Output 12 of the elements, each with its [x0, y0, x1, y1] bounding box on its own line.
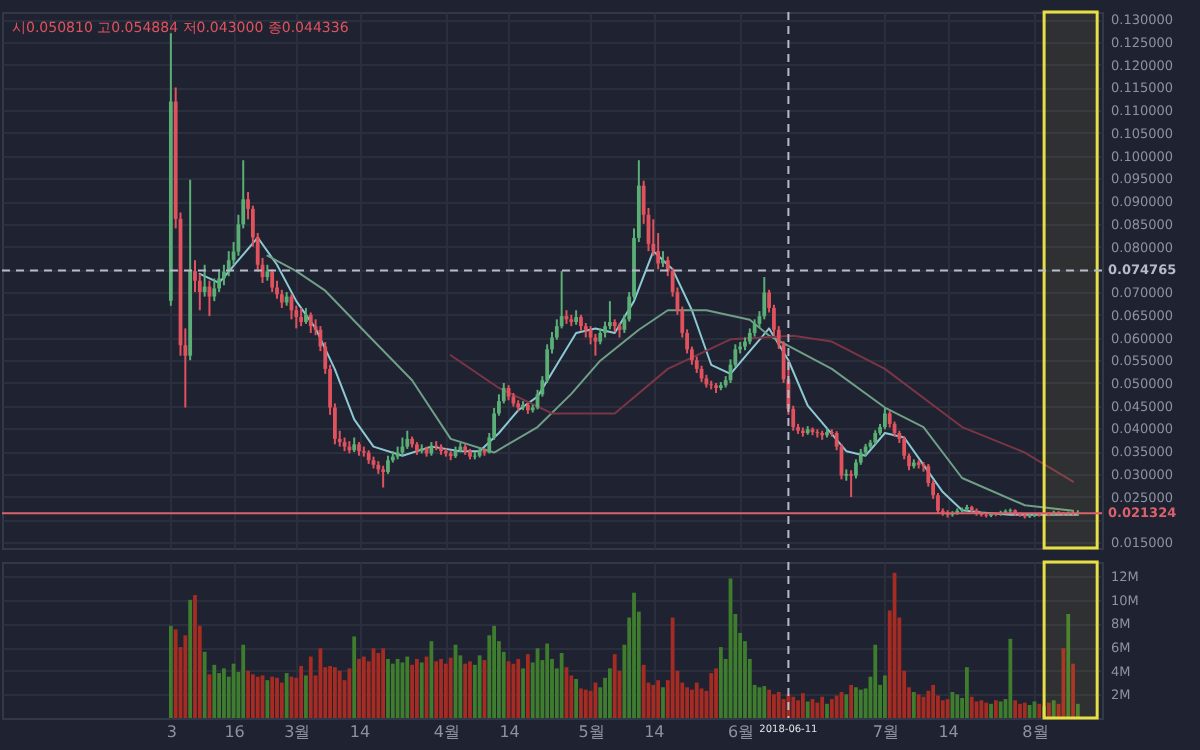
x-tick-label: 3월	[284, 723, 311, 741]
x-tick-label: 16	[224, 723, 245, 741]
x-tick-label: 6월	[728, 723, 755, 741]
x-tick-label: 8월	[1022, 723, 1049, 741]
x-tick-label: 14	[349, 723, 371, 741]
x-tick-label: 14	[499, 723, 520, 741]
x-tick-label: 14	[644, 723, 665, 741]
x-tick-label: 5월	[578, 723, 605, 741]
x-tick-label: 4월	[433, 723, 460, 741]
x-tick-label: 14	[938, 723, 959, 741]
x-tick-label: 7월	[872, 723, 899, 741]
x-tick-label: 3	[166, 723, 177, 741]
